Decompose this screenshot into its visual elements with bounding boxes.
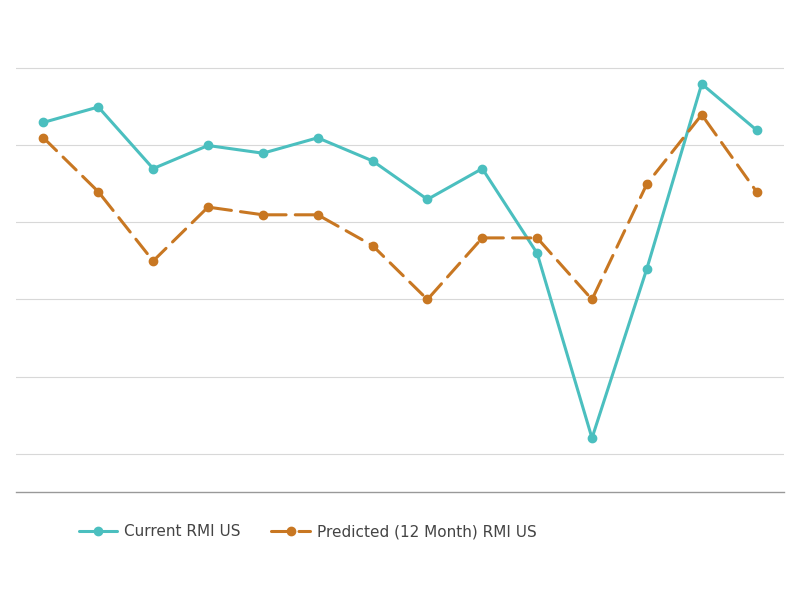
- Predicted (12 Month) RMI US: [697, 111, 706, 118]
- Predicted (12 Month) RMI US: [258, 211, 268, 218]
- Current RMI US: [368, 157, 378, 164]
- Current RMI US: [148, 165, 158, 172]
- Current RMI US: [313, 134, 322, 142]
- Current RMI US: [203, 142, 213, 149]
- Line: Current RMI US: Current RMI US: [39, 80, 761, 442]
- Current RMI US: [478, 165, 487, 172]
- Predicted (12 Month) RMI US: [422, 296, 432, 303]
- Predicted (12 Month) RMI US: [203, 203, 213, 211]
- Current RMI US: [587, 434, 597, 442]
- Predicted (12 Month) RMI US: [752, 188, 762, 195]
- Predicted (12 Month) RMI US: [478, 234, 487, 241]
- Current RMI US: [38, 119, 48, 126]
- Legend: Current RMI US, Predicted (12 Month) RMI US: Current RMI US, Predicted (12 Month) RMI…: [73, 518, 543, 545]
- Current RMI US: [258, 149, 268, 157]
- Line: Predicted (12 Month) RMI US: Predicted (12 Month) RMI US: [39, 110, 761, 304]
- Current RMI US: [752, 127, 762, 134]
- Current RMI US: [642, 265, 652, 272]
- Predicted (12 Month) RMI US: [148, 257, 158, 265]
- Current RMI US: [532, 250, 542, 257]
- Predicted (12 Month) RMI US: [38, 134, 48, 142]
- Predicted (12 Month) RMI US: [532, 234, 542, 241]
- Predicted (12 Month) RMI US: [368, 242, 378, 249]
- Predicted (12 Month) RMI US: [94, 188, 103, 195]
- Predicted (12 Month) RMI US: [587, 296, 597, 303]
- Current RMI US: [697, 80, 706, 88]
- Predicted (12 Month) RMI US: [313, 211, 322, 218]
- Predicted (12 Month) RMI US: [642, 181, 652, 188]
- Current RMI US: [422, 196, 432, 203]
- Current RMI US: [94, 103, 103, 110]
